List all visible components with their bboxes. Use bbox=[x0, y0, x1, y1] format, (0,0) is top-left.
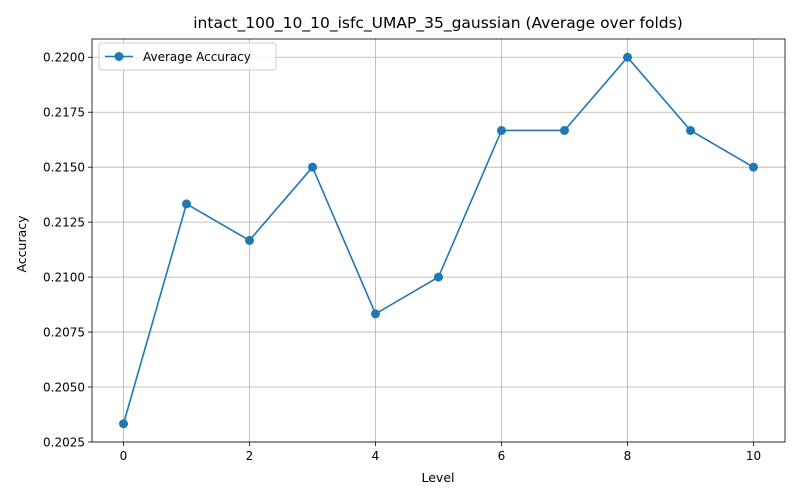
chart-title: intact_100_10_10_isfc_UMAP_35_gaussian (… bbox=[193, 14, 683, 33]
x-tick-label: 0 bbox=[120, 449, 128, 463]
data-point bbox=[245, 235, 254, 245]
x-tick-label: 10 bbox=[746, 449, 761, 463]
legend-marker-swatch bbox=[114, 52, 124, 61]
y-tick-label: 0.2050 bbox=[43, 381, 85, 395]
plot-frame bbox=[91, 38, 786, 443]
y-tick-label: 0.2200 bbox=[43, 51, 85, 65]
data-point bbox=[623, 52, 632, 62]
x-tick-label: 6 bbox=[498, 449, 506, 463]
data-point bbox=[119, 419, 128, 429]
y-tick-label: 0.2175 bbox=[43, 106, 85, 120]
x-tick-label: 8 bbox=[624, 449, 632, 463]
data-point bbox=[308, 162, 317, 172]
ticks: 0 2 4 6 8 10 0.2025 0.2050 0.2075 0.2100 0.2125 0.2… bbox=[43, 51, 761, 463]
data-point bbox=[371, 309, 380, 319]
data-point bbox=[749, 162, 758, 172]
y-tick-label: 0.2025 bbox=[43, 436, 85, 450]
data-point bbox=[497, 125, 506, 135]
legend-label: Average Accuracy bbox=[143, 50, 251, 64]
x-tick-label: 4 bbox=[372, 449, 380, 463]
x-tick-label: 2 bbox=[246, 449, 254, 463]
legend-box bbox=[98, 42, 277, 71]
series-layer bbox=[119, 52, 758, 429]
data-point bbox=[560, 125, 569, 135]
data-point bbox=[182, 199, 191, 209]
y-tick-label: 0.2100 bbox=[43, 271, 85, 285]
legend: Average Accuracy bbox=[98, 42, 277, 71]
y-tick-label: 0.2150 bbox=[43, 161, 85, 175]
y-tick-label: 0.2075 bbox=[43, 326, 85, 340]
data-point bbox=[686, 125, 695, 135]
x-axis-label: Level bbox=[422, 470, 455, 485]
data-point bbox=[434, 272, 443, 282]
y-tick-label: 0.2125 bbox=[43, 216, 85, 230]
y-axis-label: Accuracy bbox=[14, 215, 29, 273]
